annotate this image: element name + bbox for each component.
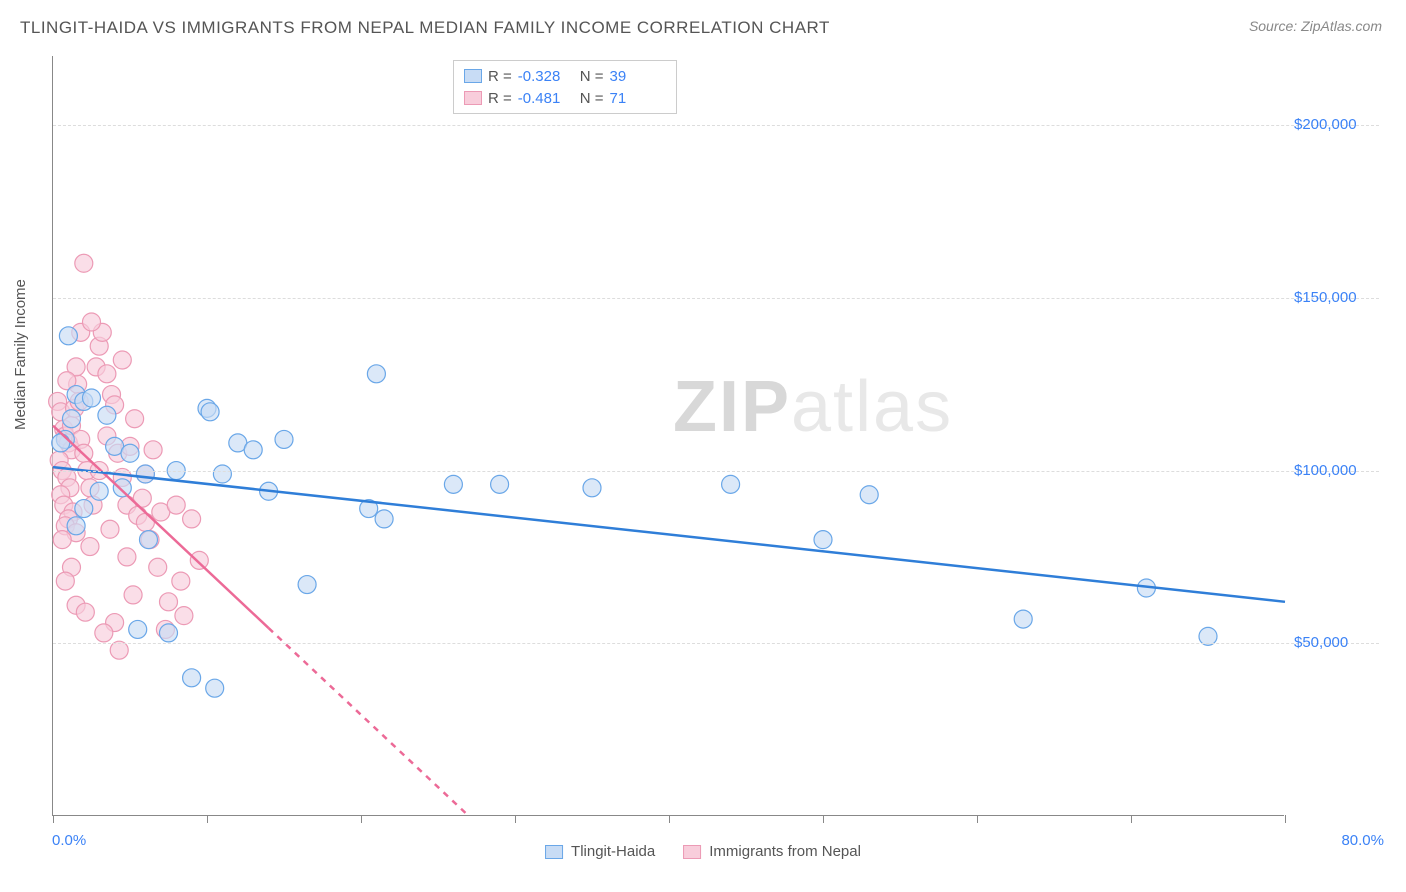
x-tick [207,815,208,823]
x-tick [1131,815,1132,823]
data-point [444,475,462,493]
data-point [201,403,219,421]
y-tick-label: $200,000 [1294,116,1394,133]
x-tick [823,815,824,823]
data-point [491,475,509,493]
data-point [67,517,85,535]
data-point [206,679,224,697]
data-point [722,475,740,493]
x-axis-max-label: 80.0% [1341,832,1384,849]
x-tick [1285,815,1286,823]
x-tick [361,815,362,823]
stat-r-value-1: -0.328 [518,68,574,85]
data-point [62,410,80,428]
x-tick [53,815,54,823]
gridline-h [53,298,1379,299]
trend-line [53,467,1285,602]
data-point [53,531,71,549]
data-point [860,486,878,504]
data-point [367,365,385,383]
gridline-h [53,125,1379,126]
legend-item-2: Immigrants from Nepal [683,843,861,860]
data-point [244,441,262,459]
data-point [113,479,131,497]
data-point [83,389,101,407]
data-point [59,327,77,345]
y-axis-title: Median Family Income [12,279,29,430]
chart-title: TLINGIT-HAIDA VS IMMIGRANTS FROM NEPAL M… [20,18,830,38]
data-point [56,572,74,590]
data-point [139,531,157,549]
data-point [213,465,231,483]
data-point [149,558,167,576]
stat-r-label: R = [488,68,512,85]
data-point [98,365,116,383]
data-point [190,551,208,569]
gridline-h [53,471,1379,472]
swatch-series2 [464,91,482,105]
stat-n-value-1: 39 [610,68,666,85]
x-tick [515,815,516,823]
stat-n-label: N = [580,90,604,107]
data-point [298,576,316,594]
data-point [121,444,139,462]
data-point [136,513,154,531]
data-point [101,520,119,538]
data-point [160,624,178,642]
data-point [113,351,131,369]
data-point [1014,610,1032,628]
legend-label-1: Tlingit-Haida [571,843,655,860]
data-point [183,669,201,687]
stat-r-value-2: -0.481 [518,90,574,107]
data-point [136,465,154,483]
data-point [275,430,293,448]
y-tick-label: $50,000 [1294,634,1394,651]
data-point [375,510,393,528]
x-tick [977,815,978,823]
scatter-svg [53,56,1379,816]
data-point [52,434,70,452]
gridline-h [53,643,1379,644]
data-point [75,500,93,518]
data-point [126,410,144,428]
data-point [129,620,147,638]
stats-row-1: R = -0.328 N = 39 [464,65,666,87]
data-point [172,572,190,590]
data-point [814,531,832,549]
stat-n-label: N = [580,68,604,85]
data-point [583,479,601,497]
data-point [90,482,108,500]
trend-line [269,628,469,816]
legend-label-2: Immigrants from Nepal [709,843,861,860]
data-point [118,548,136,566]
data-point [83,313,101,331]
data-point [167,496,185,514]
legend-item-1: Tlingit-Haida [545,843,655,860]
data-point [95,624,113,642]
bottom-legend: Tlingit-Haida Immigrants from Nepal [539,843,867,860]
y-tick-label: $150,000 [1294,289,1394,306]
stats-legend: R = -0.328 N = 39 R = -0.481 N = 71 [453,60,677,114]
source-attribution: Source: ZipAtlas.com [1249,18,1382,34]
data-point [124,586,142,604]
data-point [98,406,116,424]
data-point [160,593,178,611]
stat-n-value-2: 71 [610,90,666,107]
x-tick [669,815,670,823]
stats-row-2: R = -0.481 N = 71 [464,87,666,109]
data-point [175,607,193,625]
data-point [81,538,99,556]
data-point [75,254,93,272]
stat-r-label: R = [488,90,512,107]
swatch-series2-b [683,845,701,859]
data-point [183,510,201,528]
y-tick-label: $100,000 [1294,462,1394,479]
swatch-series1-b [545,845,563,859]
x-axis-min-label: 0.0% [52,832,86,849]
plot-area: ZIPatlas R = -0.328 N = 39 R = -0.481 N … [52,56,1284,816]
data-point [76,603,94,621]
data-point [144,441,162,459]
swatch-series1 [464,69,482,83]
